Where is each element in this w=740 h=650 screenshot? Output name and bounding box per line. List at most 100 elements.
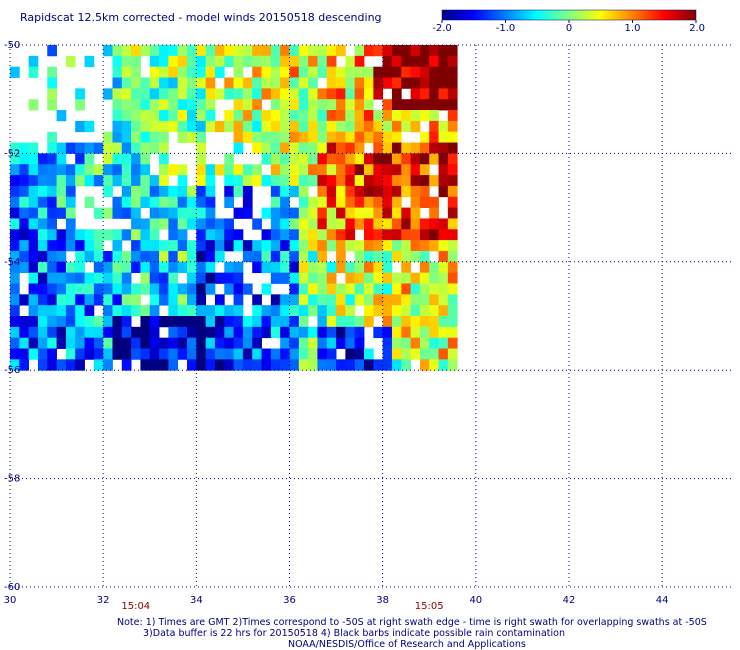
- wind-cell: [65, 142, 76, 154]
- wind-cell: [326, 316, 337, 328]
- wind-cell: [140, 185, 151, 198]
- wind-cell: [159, 120, 169, 133]
- wind-cell: [336, 207, 346, 219]
- wind-cell: [289, 261, 300, 274]
- wind-cell: [252, 131, 262, 143]
- wind-cell: [298, 250, 309, 263]
- wind-cell: [65, 272, 76, 284]
- wind-cell: [168, 110, 179, 122]
- wind-cell: [177, 185, 188, 198]
- wind-cell: [447, 326, 458, 339]
- wind-cell: [391, 66, 402, 78]
- wind-cell: [47, 316, 57, 328]
- wind-cell: [177, 283, 188, 295]
- wind-cell: [84, 120, 95, 133]
- wind-cell: [447, 77, 458, 89]
- wind-cell: [419, 240, 430, 252]
- wind-cell: [345, 261, 356, 274]
- wind-cell: [149, 207, 160, 219]
- wind-cell: [401, 337, 411, 349]
- wind-cell: [354, 207, 365, 219]
- wind-cell: [373, 240, 384, 252]
- wind-cell: [56, 326, 67, 339]
- wind-cell: [326, 294, 337, 306]
- wind-cell: [242, 88, 253, 100]
- wind-cell: [47, 88, 57, 100]
- wind-cell: [140, 316, 151, 328]
- wind-cell: [140, 305, 151, 317]
- wind-cell: [47, 218, 57, 230]
- wind-cell: [373, 185, 384, 198]
- wind-cell: [242, 110, 253, 122]
- wind-cell: [37, 294, 48, 306]
- wind-cell: [261, 66, 272, 78]
- wind-cell: [345, 283, 356, 295]
- wind-cell: [196, 272, 207, 284]
- wind-cell: [187, 207, 197, 219]
- wind-cell: [336, 261, 346, 274]
- wind-cell: [280, 218, 290, 230]
- wind-cell: [364, 218, 374, 230]
- wind-cell: [364, 185, 374, 198]
- wind-cell: [47, 196, 57, 208]
- wind-cell: [103, 294, 113, 306]
- wind-cell: [177, 175, 188, 187]
- wind-cell: [270, 142, 281, 154]
- wind-cell: [345, 240, 356, 252]
- wind-cell: [317, 120, 328, 133]
- wind-cell: [382, 99, 393, 111]
- wind-cell: [168, 45, 179, 57]
- wind-cell: [261, 305, 272, 317]
- wind-cell: [270, 45, 281, 57]
- wind-cell: [112, 164, 123, 176]
- wind-cell: [131, 283, 141, 295]
- wind-cell: [103, 45, 113, 57]
- wind-cell: [75, 294, 85, 306]
- wind-cell: [373, 66, 384, 78]
- wind-cell: [121, 120, 132, 133]
- wind-cell: [401, 153, 411, 165]
- wind-cell: [373, 45, 384, 57]
- wind-cell: [159, 283, 169, 295]
- wind-cell: [177, 66, 188, 78]
- wind-cell: [354, 348, 365, 360]
- wind-cell: [149, 110, 160, 122]
- wind-cell: [391, 229, 402, 241]
- wind-cell: [419, 294, 430, 306]
- wind-cell: [28, 142, 39, 154]
- wind-cell: [205, 164, 216, 176]
- wind-cell: [205, 316, 216, 328]
- colorbar-tick-label: 2.0: [689, 23, 705, 34]
- wind-cell: [345, 120, 356, 133]
- wind-cell: [419, 348, 430, 360]
- wind-cell: [447, 164, 458, 176]
- wind-cell: [438, 326, 449, 339]
- wind-cell: [280, 359, 290, 371]
- wind-cell: [429, 283, 439, 295]
- wind-cell: [280, 175, 290, 187]
- wind-cell: [93, 229, 104, 241]
- wind-cell: [75, 316, 85, 328]
- wind-cell: [298, 153, 309, 165]
- wind-cell: [93, 164, 104, 176]
- wind-cell: [401, 294, 411, 306]
- wind-cell: [168, 207, 179, 219]
- wind-cell: [28, 283, 39, 295]
- wind-cell: [261, 240, 272, 252]
- wind-cell: [308, 99, 318, 111]
- x-tick-label: 40: [469, 595, 482, 606]
- wind-cell: [336, 359, 346, 371]
- wind-cell: [429, 77, 439, 89]
- wind-cell: [103, 305, 113, 317]
- wind-cell: [56, 153, 67, 165]
- wind-cell: [391, 218, 402, 230]
- wind-cell: [187, 316, 197, 328]
- wind-cell: [252, 88, 262, 100]
- wind-cell: [214, 66, 225, 78]
- wind-cell: [84, 196, 95, 208]
- wind-cell: [438, 240, 449, 252]
- wind-difference-cells: [10, 45, 458, 371]
- wind-cell: [131, 110, 141, 122]
- wind-cell: [401, 110, 411, 122]
- wind-cell: [326, 153, 337, 165]
